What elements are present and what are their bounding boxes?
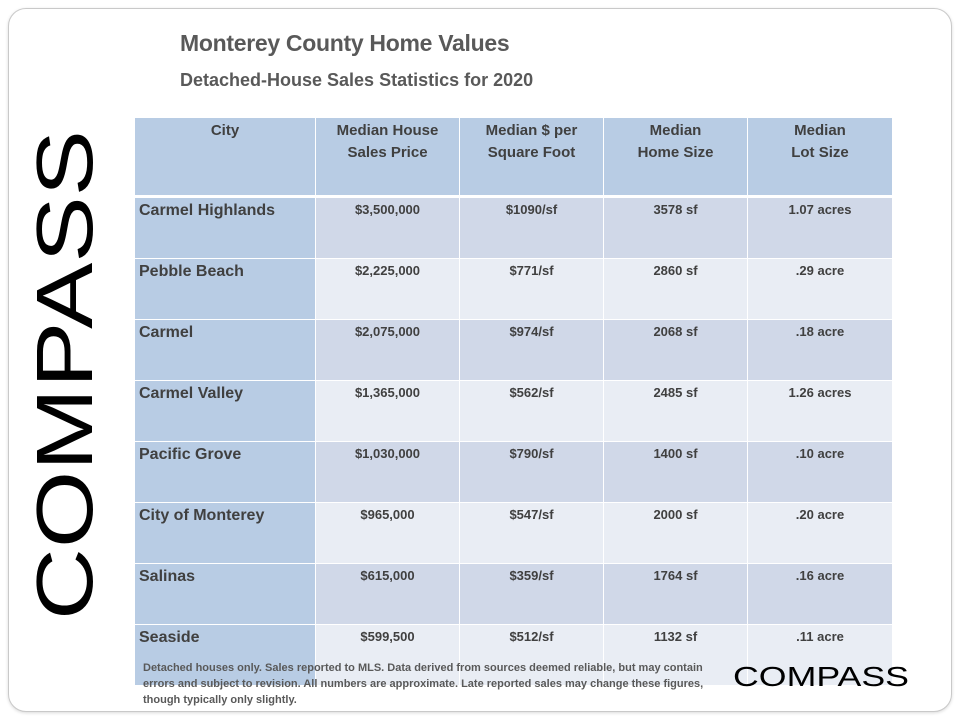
- city-cell: Pebble Beach: [134, 258, 316, 320]
- price-cell: $599,500: [315, 624, 460, 686]
- home-values-table: City Median House Sales Price Median $ p…: [134, 117, 893, 686]
- price-cell: $965,000: [315, 502, 460, 564]
- per-sqft-cell: $512/sf: [459, 624, 604, 686]
- per-sqft-cell: $790/sf: [459, 441, 604, 503]
- header-home-size: Median Home Size: [603, 117, 748, 198]
- compass-footer-logo: COMPASS: [733, 660, 911, 692]
- compass-vertical-logo: COMPASS: [30, 128, 110, 620]
- city-cell: Seaside: [134, 624, 316, 686]
- svg-text:COMPASS: COMPASS: [733, 661, 909, 692]
- lot-size-cell: .29 acre: [747, 258, 893, 320]
- home-size-cell: 1132 sf: [603, 624, 748, 686]
- price-cell: $1,030,000: [315, 441, 460, 503]
- header-median-price: Median House Sales Price: [315, 117, 460, 198]
- price-cell: $2,225,000: [315, 258, 460, 320]
- home-size-cell: 3578 sf: [603, 196, 748, 259]
- header-city: City: [134, 117, 316, 198]
- disclaimer-footnote: Detached houses only. Sales reported to …: [143, 662, 704, 706]
- home-size-cell: 2000 sf: [603, 502, 748, 564]
- lot-size-cell: 1.26 acres: [747, 380, 893, 442]
- price-cell: $1,365,000: [315, 380, 460, 442]
- price-cell: $615,000: [315, 563, 460, 625]
- table-row: Pacific Grove $1,030,000 $790/sf 1400 sf…: [134, 441, 893, 503]
- price-cell: $3,500,000: [315, 196, 460, 259]
- home-size-cell: 1764 sf: [603, 563, 748, 625]
- table-row: Carmel $2,075,000 $974/sf 2068 sf .18 ac…: [134, 319, 893, 381]
- city-cell: City of Monterey: [134, 502, 316, 564]
- city-cell: Salinas: [134, 563, 316, 625]
- city-cell: Carmel Highlands: [134, 196, 316, 259]
- home-size-cell: 1400 sf: [603, 441, 748, 503]
- lot-size-cell: .10 acre: [747, 441, 893, 503]
- table-row: Carmel Valley $1,365,000 $562/sf 2485 sf…: [134, 380, 893, 442]
- home-size-cell: 2860 sf: [603, 258, 748, 320]
- compass-wordmark-icon: COMPASS: [733, 661, 909, 692]
- lot-size-cell: 1.07 acres: [747, 196, 893, 259]
- per-sqft-cell: $1090/sf: [459, 196, 604, 259]
- table-header-row: City Median House Sales Price Median $ p…: [134, 117, 893, 198]
- city-cell: Pacific Grove: [134, 441, 316, 503]
- city-cell: Carmel: [134, 319, 316, 381]
- header-lot-size: Median Lot Size: [747, 117, 893, 198]
- table-row: City of Monterey $965,000 $547/sf 2000 s…: [134, 502, 893, 564]
- svg-text:COMPASS: COMPASS: [30, 130, 109, 620]
- table-row: Pebble Beach $2,225,000 $771/sf 2860 sf …: [134, 258, 893, 320]
- lot-size-cell: .18 acre: [747, 319, 893, 381]
- header-price-per-sqft: Median $ per Square Foot: [459, 117, 604, 198]
- page-title: Monterey County Home Values: [180, 30, 510, 56]
- lot-size-cell: .16 acre: [747, 563, 893, 625]
- per-sqft-cell: $562/sf: [459, 380, 604, 442]
- per-sqft-cell: $359/sf: [459, 563, 604, 625]
- table-row: Salinas $615,000 $359/sf 1764 sf .16 acr…: [134, 563, 893, 625]
- lot-size-cell: .11 acre: [747, 624, 893, 686]
- table-row: Carmel Highlands $3,500,000 $1090/sf 357…: [134, 196, 893, 259]
- lot-size-cell: .20 acre: [747, 502, 893, 564]
- per-sqft-cell: $547/sf: [459, 502, 604, 564]
- table-row: Seaside $599,500 $512/sf 1132 sf .11 acr…: [134, 624, 893, 686]
- compass-logo-icon: COMPASS: [30, 130, 109, 620]
- page-subtitle: Detached-House Sales Statistics for 2020: [180, 70, 534, 90]
- home-size-cell: 2068 sf: [603, 319, 748, 381]
- per-sqft-cell: $771/sf: [459, 258, 604, 320]
- city-cell: Carmel Valley: [134, 380, 316, 442]
- price-cell: $2,075,000: [315, 319, 460, 381]
- home-size-cell: 2485 sf: [603, 380, 748, 442]
- per-sqft-cell: $974/sf: [459, 319, 604, 381]
